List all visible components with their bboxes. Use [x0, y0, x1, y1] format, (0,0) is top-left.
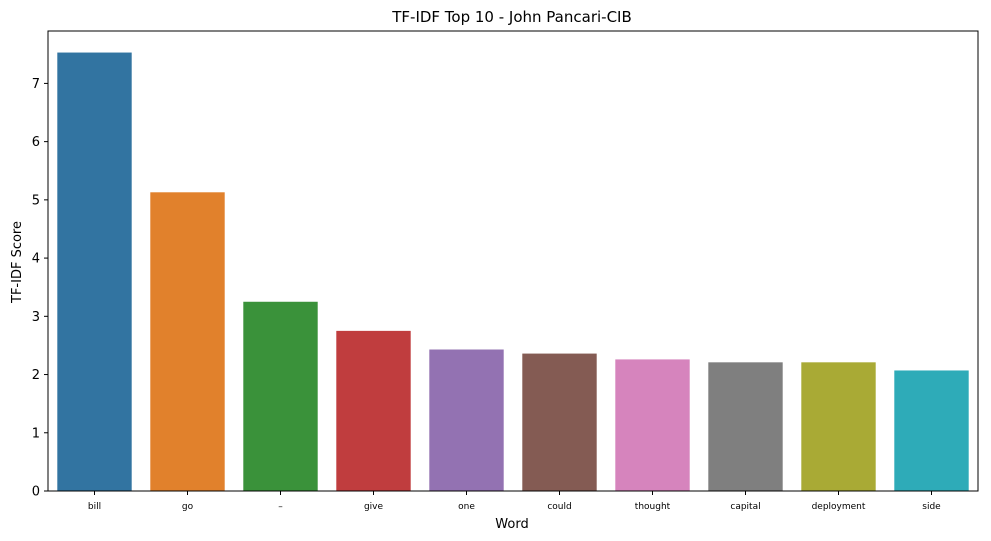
- y-tick-label-4: 4: [32, 252, 40, 267]
- bar-4: [429, 349, 504, 491]
- bar-7: [708, 362, 783, 491]
- x-tick-label-8: deployment: [812, 502, 866, 512]
- x-tick-label-2: –: [278, 502, 283, 512]
- bars-group: [57, 52, 969, 491]
- y-tick-label-0: 0: [32, 485, 40, 500]
- x-axis: bill go – give one could thought capital deploym…: [88, 491, 941, 512]
- bar-6: [615, 359, 690, 491]
- x-tick-label-0: bill: [88, 502, 101, 512]
- x-tick-label-5: could: [547, 502, 571, 512]
- y-tick-label-2: 2: [32, 368, 40, 383]
- y-tick-label-1: 1: [32, 426, 40, 441]
- bar-9: [894, 370, 969, 491]
- x-tick-label-3: give: [364, 502, 384, 512]
- x-tick-label-4: one: [458, 502, 475, 512]
- y-tick-label-6: 6: [32, 135, 40, 150]
- bar-2: [243, 301, 318, 491]
- y-tick-label-5: 5: [32, 193, 40, 208]
- y-axis-label: TF-IDF Score: [10, 221, 25, 304]
- bar-1: [150, 192, 225, 491]
- bar-0: [57, 52, 132, 491]
- y-tick-label-3: 3: [32, 310, 40, 325]
- x-tick-label-7: capital: [730, 502, 760, 512]
- x-tick-label-6: thought: [635, 502, 671, 512]
- x-tick-label-1: go: [182, 502, 194, 512]
- y-axis: 0 1 2 3 4 5 6 7: [32, 77, 48, 500]
- plot-frame: [47, 30, 979, 492]
- bar-3: [336, 330, 411, 491]
- x-axis-label: Word: [495, 517, 528, 532]
- y-tick-label-7: 7: [32, 77, 40, 92]
- x-tick-label-9: side: [922, 502, 941, 512]
- chart-title: TF-IDF Top 10 - John Pancari-CIB: [391, 8, 632, 26]
- bar-8: [801, 362, 876, 491]
- bar-5: [522, 353, 597, 491]
